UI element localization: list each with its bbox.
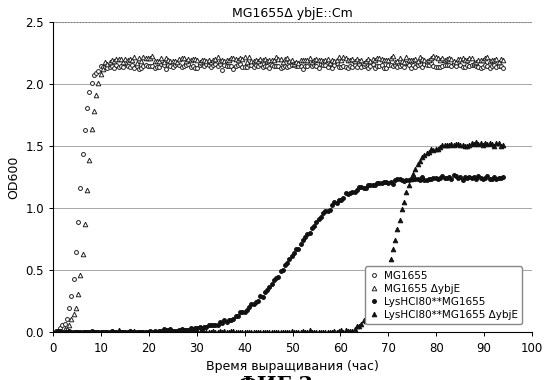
X-axis label: Время выращивания (час): Время выращивания (час)	[206, 360, 379, 373]
MG1655 ΔybjE	[174, 60, 180, 64]
Title: MG1655Δ ybjE::Cm: MG1655Δ ybjE::Cm	[232, 7, 353, 20]
LysHCl80**MG1655	[172, 328, 178, 333]
MG1655	[455, 60, 461, 64]
LysHCl80**MG1655 ΔybjE	[482, 141, 488, 146]
LysHCl80**MG1655 ΔybjE	[81, 329, 88, 334]
MG1655	[54, 329, 61, 333]
MG1655	[81, 127, 88, 132]
LysHCl80**MG1655	[79, 330, 86, 335]
LysHCl80**MG1655	[464, 176, 470, 180]
LysHCl80**MG1655	[135, 330, 142, 335]
MG1655 ΔybjE	[500, 57, 507, 62]
MG1655 ΔybjE	[73, 306, 79, 310]
LysHCl80**MG1655	[480, 177, 486, 182]
Line: LysHCl80**MG1655 ΔybjE: LysHCl80**MG1655 ΔybjE	[53, 140, 505, 335]
LysHCl80**MG1655 ΔybjE	[500, 143, 507, 147]
Line: LysHCl80**MG1655: LysHCl80**MG1655	[53, 173, 505, 334]
MG1655	[500, 65, 507, 70]
Y-axis label: OD600: OD600	[7, 156, 20, 199]
MG1655	[174, 62, 180, 66]
LysHCl80**MG1655 ΔybjE	[52, 330, 59, 335]
LysHCl80**MG1655	[450, 173, 457, 177]
LysHCl80**MG1655 ΔybjE	[73, 329, 79, 334]
LysHCl80**MG1655 ΔybjE	[57, 330, 63, 335]
Text: ФИГ.3: ФИГ.3	[237, 375, 313, 380]
MG1655 ΔybjE	[482, 56, 488, 61]
Line: MG1655 ΔybjE: MG1655 ΔybjE	[53, 54, 505, 335]
MG1655 ΔybjE	[54, 330, 61, 335]
MG1655	[52, 328, 59, 333]
LysHCl80**MG1655 ΔybjE	[138, 330, 144, 335]
LysHCl80**MG1655	[52, 330, 59, 335]
LysHCl80**MG1655 ΔybjE	[473, 140, 480, 145]
MG1655 ΔybjE	[138, 59, 144, 63]
MG1655	[73, 250, 79, 254]
MG1655	[138, 66, 144, 70]
LysHCl80**MG1655 ΔybjE	[464, 143, 470, 148]
Line: MG1655: MG1655	[53, 60, 505, 333]
MG1655 ΔybjE	[466, 56, 473, 60]
Legend: MG1655, MG1655 ΔybjE, LysHCl80**MG1655, LysHCl80**MG1655 ΔybjE: MG1655, MG1655 ΔybjE, LysHCl80**MG1655, …	[365, 266, 522, 324]
MG1655 ΔybjE	[52, 329, 59, 334]
MG1655	[466, 64, 473, 68]
LysHCl80**MG1655 ΔybjE	[174, 330, 180, 334]
LysHCl80**MG1655	[500, 175, 507, 179]
LysHCl80**MG1655	[70, 330, 77, 335]
MG1655	[482, 62, 488, 67]
MG1655 ΔybjE	[81, 222, 88, 226]
MG1655 ΔybjE	[430, 54, 437, 58]
